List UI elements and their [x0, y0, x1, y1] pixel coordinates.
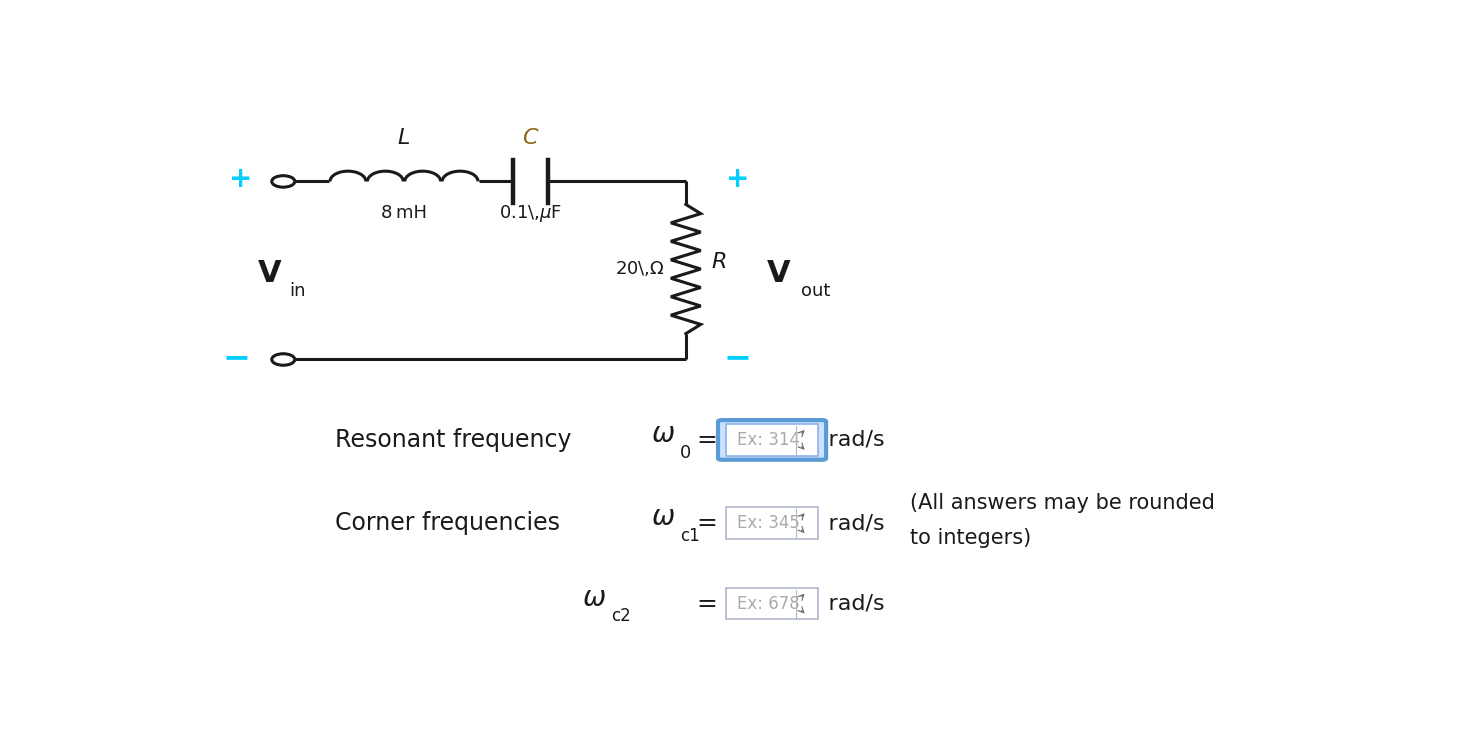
Text: $R$: $R$ [711, 252, 727, 272]
Text: 0.1\,$\mu$F: 0.1\,$\mu$F [499, 202, 562, 224]
FancyBboxPatch shape [726, 424, 818, 456]
Text: Resonant frequency: Resonant frequency [335, 428, 579, 452]
Text: =: = [692, 511, 717, 535]
Text: $\omega$: $\omega$ [651, 504, 675, 531]
Text: out: out [801, 281, 830, 300]
Text: 8 mH: 8 mH [381, 204, 427, 222]
FancyBboxPatch shape [726, 588, 818, 619]
Text: $\mathbf{V}$: $\mathbf{V}$ [257, 259, 282, 288]
Text: −: − [223, 341, 251, 374]
Text: Corner frequencies: Corner frequencies [335, 511, 567, 535]
Text: −: − [724, 341, 751, 374]
Text: c2: c2 [611, 607, 631, 625]
Circle shape [272, 175, 295, 187]
FancyBboxPatch shape [718, 420, 827, 460]
Text: Ex: 678: Ex: 678 [738, 595, 800, 612]
Text: Ex: 345: Ex: 345 [738, 514, 800, 532]
Text: $C$: $C$ [522, 128, 539, 148]
Text: c1: c1 [680, 527, 700, 545]
Text: to integers): to integers) [910, 527, 1031, 548]
Text: $\omega$: $\omega$ [651, 420, 675, 448]
Text: =: = [692, 592, 717, 615]
Text: in: in [289, 281, 306, 300]
Text: 0: 0 [680, 444, 692, 462]
FancyBboxPatch shape [726, 507, 818, 539]
Circle shape [272, 354, 295, 366]
Text: (All answers may be rounded: (All answers may be rounded [910, 493, 1215, 513]
Text: +: + [229, 165, 252, 192]
Text: +: + [726, 165, 749, 192]
Text: rad/s: rad/s [824, 513, 884, 533]
Text: $\omega$: $\omega$ [582, 584, 607, 612]
Text: Ex: 314: Ex: 314 [738, 431, 800, 449]
Text: 20\,$\Omega$: 20\,$\Omega$ [614, 260, 665, 278]
Text: rad/s: rad/s [824, 430, 884, 450]
Text: $\mathbf{V}$: $\mathbf{V}$ [766, 259, 792, 288]
Text: rad/s: rad/s [824, 594, 884, 614]
Text: $L$: $L$ [398, 128, 411, 148]
Text: =: = [692, 428, 717, 452]
